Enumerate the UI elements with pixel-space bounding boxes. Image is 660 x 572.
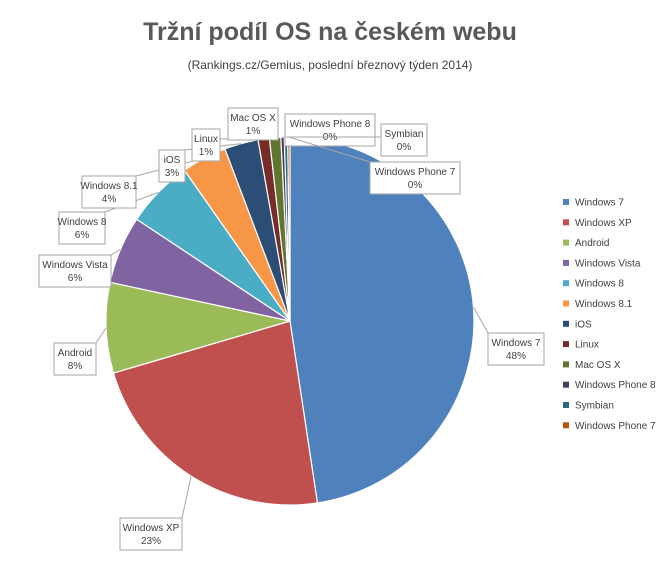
data-label-value: 0%: [408, 180, 423, 191]
legend-item-windows-7: Windows 7: [563, 198, 624, 209]
legend-label: Windows Vista: [575, 258, 641, 269]
legend-swatch: [563, 381, 569, 388]
leader-line: [473, 306, 489, 334]
data-label-value: 1%: [246, 126, 261, 137]
legend-swatch: [563, 300, 569, 307]
chart-subtitle: (Rankings.cz/Gemius, poslední březnový t…: [187, 58, 473, 72]
leader-line: [110, 249, 121, 256]
legend-item-linux: Linux: [563, 340, 599, 351]
data-label-windows-vista: Windows Vista 6%: [38, 249, 121, 288]
data-label-category: Linux: [194, 134, 218, 145]
legend-label: Android: [575, 238, 609, 249]
data-labels: Windows 7 48% Windows XP 23% Android 8% Window…: [38, 107, 545, 551]
legend-swatch: [563, 422, 569, 429]
legend-item-windows-phone-8: Windows Phone 8: [563, 380, 656, 391]
data-label-windows-xp: Windows XP 23%: [119, 476, 192, 551]
data-label-box: [58, 211, 106, 245]
data-label-category: Windows Phone 7: [375, 167, 456, 178]
legend-label: Windows XP: [575, 218, 632, 229]
leader-line: [95, 327, 107, 344]
leader-line: [288, 136, 371, 163]
data-label-windows-phone-8: Windows Phone 80%: [282, 113, 376, 147]
legend-label: Mac OS X: [575, 360, 621, 371]
data-label-windows-7: Windows 7 48%: [473, 306, 545, 366]
legend-item-windows-phone-7: Windows Phone 7: [563, 421, 656, 432]
data-label-category: Windows 8: [58, 217, 107, 228]
data-label-category: Windows 8.1: [80, 181, 138, 192]
data-label-windows-8: Windows 8 6%: [58, 192, 159, 245]
legend-item-mac-os-x: Mac OS X: [563, 360, 621, 371]
legend-swatch: [563, 361, 569, 368]
data-label-category: iOS: [164, 155, 181, 166]
leader-line: [181, 476, 192, 519]
data-label-box: [119, 517, 183, 551]
data-label-category: Mac OS X: [230, 113, 276, 124]
data-label-box: [487, 332, 545, 366]
data-label-value: 23%: [141, 536, 161, 547]
data-label-value: 1%: [199, 147, 214, 158]
data-label-symbian: Symbian 0%: [286, 123, 428, 157]
legend-swatch: [563, 280, 569, 287]
legend-label: Windows 8.1: [575, 299, 633, 310]
data-label-box: [38, 254, 112, 288]
data-label-value: 6%: [75, 230, 90, 241]
legend-swatch: [563, 219, 569, 226]
legend-item-android: Android: [563, 238, 609, 249]
data-label-value: 3%: [165, 168, 180, 179]
legend-label: Windows 7: [575, 198, 624, 209]
data-label-box: [53, 342, 97, 376]
legend-label: iOS: [575, 319, 592, 330]
legend-swatch: [563, 199, 569, 205]
data-label-category: Windows Vista: [42, 260, 108, 271]
legend-swatch: [563, 239, 569, 246]
legend-label: Windows Phone 7: [575, 421, 656, 432]
data-label-box: [369, 161, 461, 195]
data-label-value: 4%: [102, 194, 117, 205]
data-label-box: [191, 128, 221, 162]
legend-label: Windows 8: [575, 279, 624, 290]
legend-swatch: [563, 402, 569, 408]
data-label-category: Windows XP: [123, 523, 180, 534]
legend: Windows 7 Windows XP Android Windows Vista W…: [563, 198, 656, 432]
pie-slice-windows-7: [289, 136, 475, 504]
data-label-category: Android: [58, 348, 92, 359]
data-label-ios: iOS 3%: [158, 143, 242, 183]
data-label-category: Windows Phone 8: [290, 119, 371, 130]
legend-item-windows-8-1: Windows 8.1: [563, 299, 633, 310]
legend-item-ios: iOS: [563, 319, 592, 330]
chart-title: Tržní podíl OS na českém webu: [143, 18, 517, 46]
data-label-box: [81, 175, 137, 209]
legend-swatch: [563, 320, 569, 327]
data-label-box: [380, 123, 428, 157]
data-label-category: Symbian: [385, 129, 424, 140]
data-label-box: [227, 107, 279, 141]
legend-item-windows-8: Windows 8: [563, 279, 624, 290]
data-label-category: Windows 7: [492, 338, 541, 349]
data-label-value: 48%: [506, 351, 526, 362]
data-label-windows-phone-7: Windows Phone 7 0%: [288, 136, 461, 195]
data-label-value: 8%: [68, 361, 83, 372]
legend-swatch: [563, 341, 569, 348]
data-label-value: 6%: [68, 273, 83, 284]
legend-label: Linux: [575, 340, 599, 351]
legend-item-windows-vista: Windows Vista: [563, 258, 641, 269]
legend-item-windows-xp: Windows XP: [563, 218, 632, 229]
pie-slice-windows-xp: [112, 320, 319, 506]
data-label-box: [158, 149, 186, 183]
data-label-value: 0%: [397, 142, 412, 153]
legend-item-symbian: Symbian: [563, 401, 614, 412]
data-label-android: Android 8%: [53, 327, 107, 376]
legend-label: Windows Phone 8: [575, 380, 656, 391]
legend-swatch: [563, 259, 569, 266]
data-label-mac-os-x: Mac OS X 1%: [227, 107, 279, 141]
legend-label: Symbian: [575, 401, 614, 412]
